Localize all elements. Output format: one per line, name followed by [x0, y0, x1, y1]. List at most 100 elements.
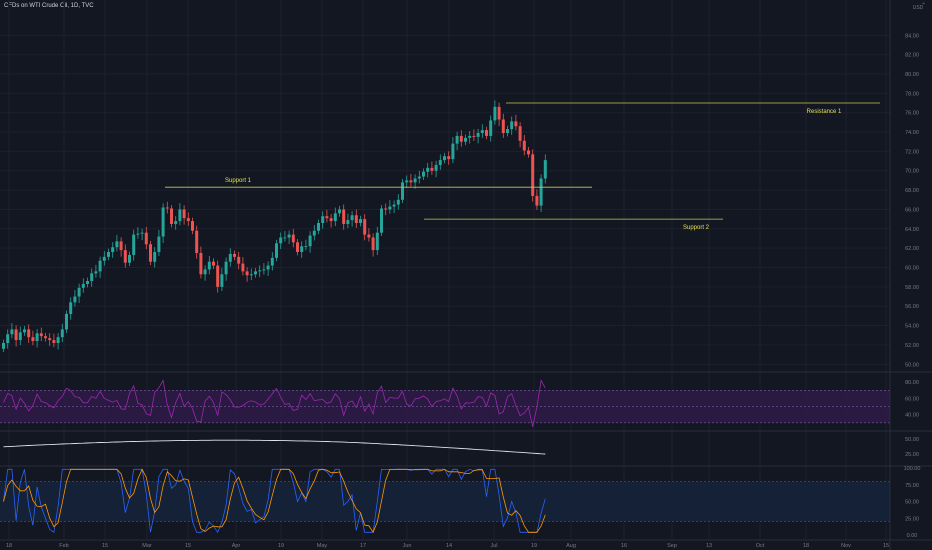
candle — [65, 313, 68, 330]
candle — [10, 329, 14, 335]
candle — [409, 180, 413, 183]
candle — [296, 242, 299, 253]
candle — [212, 261, 215, 266]
y-tick-label: 66.00 — [905, 207, 919, 213]
x-tick-label: 17 — [360, 543, 366, 549]
candle — [56, 337, 60, 343]
candle — [493, 106, 497, 121]
candle — [228, 253, 232, 262]
candle — [94, 271, 98, 274]
candle — [380, 208, 383, 233]
y-tick-label: 76.00 — [905, 111, 919, 117]
candle — [304, 246, 308, 248]
y-tick-label: 64.00 — [905, 227, 919, 233]
candle — [401, 182, 404, 200]
candle — [119, 241, 123, 251]
candle — [384, 208, 388, 210]
candle — [258, 270, 262, 272]
candle — [279, 237, 283, 244]
rsi-tick-label: 40.00 — [905, 413, 919, 419]
candle — [539, 178, 543, 206]
candle — [18, 332, 22, 341]
candle — [224, 261, 228, 275]
candle — [396, 199, 400, 205]
candle — [375, 232, 379, 251]
candle — [48, 338, 52, 341]
candle — [69, 302, 73, 314]
candle — [514, 121, 518, 127]
candle — [535, 195, 539, 206]
candle — [455, 135, 459, 144]
x-tick-label: Oct — [756, 543, 765, 549]
x-tick-label: Nov — [841, 543, 851, 549]
candle — [132, 234, 136, 255]
candle — [283, 237, 287, 239]
candle — [216, 265, 220, 287]
x-tick-label: 14 — [446, 543, 452, 549]
stoch-band — [0, 481, 890, 522]
candle — [23, 329, 26, 333]
candle — [262, 269, 266, 271]
candle — [81, 283, 85, 288]
candle — [207, 261, 211, 270]
level-label: Resistance 1 — [807, 109, 842, 115]
candle — [434, 164, 438, 171]
candle — [451, 143, 455, 160]
candle — [426, 167, 430, 172]
candle — [98, 260, 102, 272]
chevron-up-icon[interactable]: ⌃ — [920, 3, 926, 9]
candle — [174, 221, 178, 224]
y-tick-label: 54.00 — [905, 324, 919, 330]
x-tick-label: Feb — [59, 543, 68, 549]
candle — [312, 230, 316, 236]
candle — [182, 209, 186, 219]
candle — [2, 342, 5, 349]
x-tick-label: Mar — [142, 543, 152, 549]
candle — [254, 271, 257, 275]
candle — [338, 209, 341, 214]
candle — [233, 253, 236, 257]
candle — [501, 119, 505, 134]
candle — [342, 209, 346, 224]
x-tick-label: Aug — [566, 543, 576, 549]
candle — [329, 218, 333, 222]
candle — [405, 180, 409, 183]
y-tick-label: 50.00 — [905, 362, 919, 368]
candle — [60, 329, 64, 338]
x-tick-label: 19 — [531, 543, 537, 549]
x-tick-label: 15 — [883, 543, 889, 549]
candle — [170, 208, 173, 224]
adx-tick-label: 50.00 — [905, 437, 919, 443]
rsi-tick-label: 80.00 — [905, 380, 919, 386]
candle — [333, 213, 337, 222]
candle — [136, 233, 140, 235]
candle — [14, 329, 18, 341]
x-tick-label: 19 — [278, 543, 284, 549]
candle — [392, 204, 396, 207]
candle — [149, 244, 152, 262]
candle — [438, 160, 442, 165]
x-tick-label: 16 — [621, 543, 627, 549]
candle — [472, 135, 476, 137]
candle — [485, 130, 488, 136]
x-tick-label: May — [317, 543, 328, 549]
candle — [317, 222, 320, 231]
candle — [300, 246, 304, 253]
candle — [346, 220, 350, 224]
candle — [237, 256, 241, 264]
candle — [350, 215, 354, 221]
candle — [321, 216, 325, 223]
y-tick-label: 60.00 — [905, 266, 919, 272]
candle — [35, 333, 39, 342]
candle — [543, 160, 547, 179]
candle — [102, 256, 106, 261]
candle — [275, 243, 278, 258]
stoch-tick-label: 50.00 — [905, 500, 919, 506]
candle — [241, 263, 245, 272]
currency-label: USD — [913, 5, 924, 11]
rsi-tick-label: 60.00 — [905, 396, 919, 402]
candle — [367, 234, 371, 238]
candle — [77, 287, 81, 297]
candle — [363, 219, 367, 235]
